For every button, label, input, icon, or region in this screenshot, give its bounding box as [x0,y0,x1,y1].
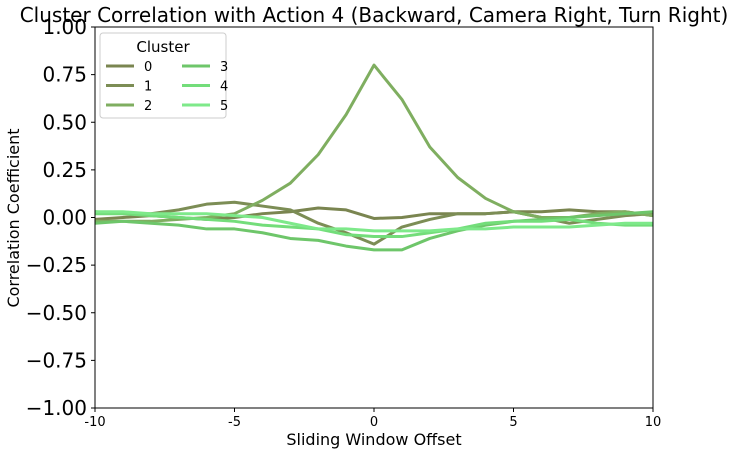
legend: Cluster 0 1 2 3 4 5 [99,32,228,119]
legend-frame [99,32,227,119]
x-tick-label: -10 [84,415,105,430]
x-tick-label: -5 [228,415,241,430]
legend-title: Cluster [136,38,190,56]
y-tick-label: −1.00 [26,396,87,420]
series-line-3 [94,210,654,252]
legend-label-1: 1 [144,80,152,95]
x-tick-label: 10 [645,415,662,430]
y-tick-label: 0.25 [42,158,87,182]
x-tick-label: 0 [370,415,378,430]
y-tick-label: 0.00 [42,206,87,230]
legend-label-3: 3 [220,60,228,75]
y-tick-label: 0.50 [42,110,87,134]
legend-label-0: 0 [144,60,152,75]
legend-label-2: 2 [144,99,152,114]
legend-label-4: 4 [220,80,228,95]
y-tick-label: 0.75 [42,63,87,87]
y-tick-label: −0.75 [26,348,87,372]
x-axis-label: Sliding Window Offset [286,430,461,449]
plot-area [94,63,654,252]
y-tick-label: 1.00 [42,15,87,39]
series-line-5 [95,210,653,233]
y-axis-label: Correlation Coefficient [4,128,23,307]
y-tick-label: −0.50 [26,301,87,325]
x-tick-label: 5 [509,415,517,430]
series-line-4 [95,212,653,239]
axes: -10 -5 0 5 10−1.00−0.75−0.50−0.250.000.250.5… [26,15,662,430]
legend-label-5: 5 [220,99,228,114]
y-tick-label: −0.25 [26,253,87,277]
chart-title: Cluster Correlation with Action 4 (Backw… [20,3,729,27]
